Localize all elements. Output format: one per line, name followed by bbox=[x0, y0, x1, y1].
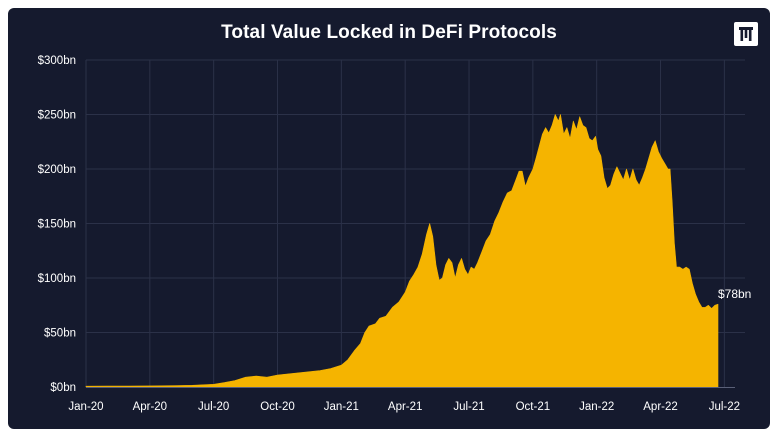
pantera-logo-icon bbox=[734, 22, 758, 46]
x-tick-label: Oct-21 bbox=[516, 401, 551, 413]
x-tick-label: Jan-21 bbox=[324, 401, 359, 413]
series-layer bbox=[85, 114, 719, 388]
x-tick-label: Jul-20 bbox=[198, 401, 229, 413]
y-axis-tick-labels: $0bn $50bn $100bn $150bn $200bn $250bn $300bn bbox=[38, 55, 76, 394]
x-tick-label: Jan-20 bbox=[68, 401, 103, 413]
x-axis-tick-labels: Jan-20 Apr-20 Jul-20 Oct-20 Jan-21 Apr-21 Jul-… bbox=[68, 401, 740, 413]
x-tick-label: Jan-22 bbox=[579, 401, 614, 413]
y-tick-label: $150bn bbox=[38, 219, 76, 231]
chart-card: Total Value Locked in DeFi Protocols $0b… bbox=[8, 8, 770, 429]
y-tick-label: $250bn bbox=[38, 110, 76, 122]
tvl-area bbox=[85, 114, 719, 388]
x-tick-label: Apr-20 bbox=[133, 401, 168, 413]
y-tick-label: $200bn bbox=[38, 164, 76, 176]
annotations: $78bn bbox=[718, 287, 751, 301]
x-tick-label: Apr-22 bbox=[643, 401, 678, 413]
x-tick-label: Jul-22 bbox=[709, 401, 740, 413]
chart-title: Total Value Locked in DeFi Protocols bbox=[221, 22, 557, 43]
y-tick-label: $0bn bbox=[50, 382, 76, 394]
y-tick-label: $100bn bbox=[38, 273, 76, 285]
tvl-area-chart: $0bn$50bn$100bn$150bn$200bn$250bn$300bn … bbox=[38, 55, 752, 413]
y-tick-label: $50bn bbox=[44, 328, 76, 340]
y-tick-label: $300bn bbox=[38, 55, 76, 67]
x-tick-label: Oct-20 bbox=[260, 401, 295, 413]
end-value-label: $78bn bbox=[718, 287, 751, 301]
x-tick-label: Jul-21 bbox=[453, 401, 484, 413]
x-tick-label: Apr-21 bbox=[388, 401, 423, 413]
